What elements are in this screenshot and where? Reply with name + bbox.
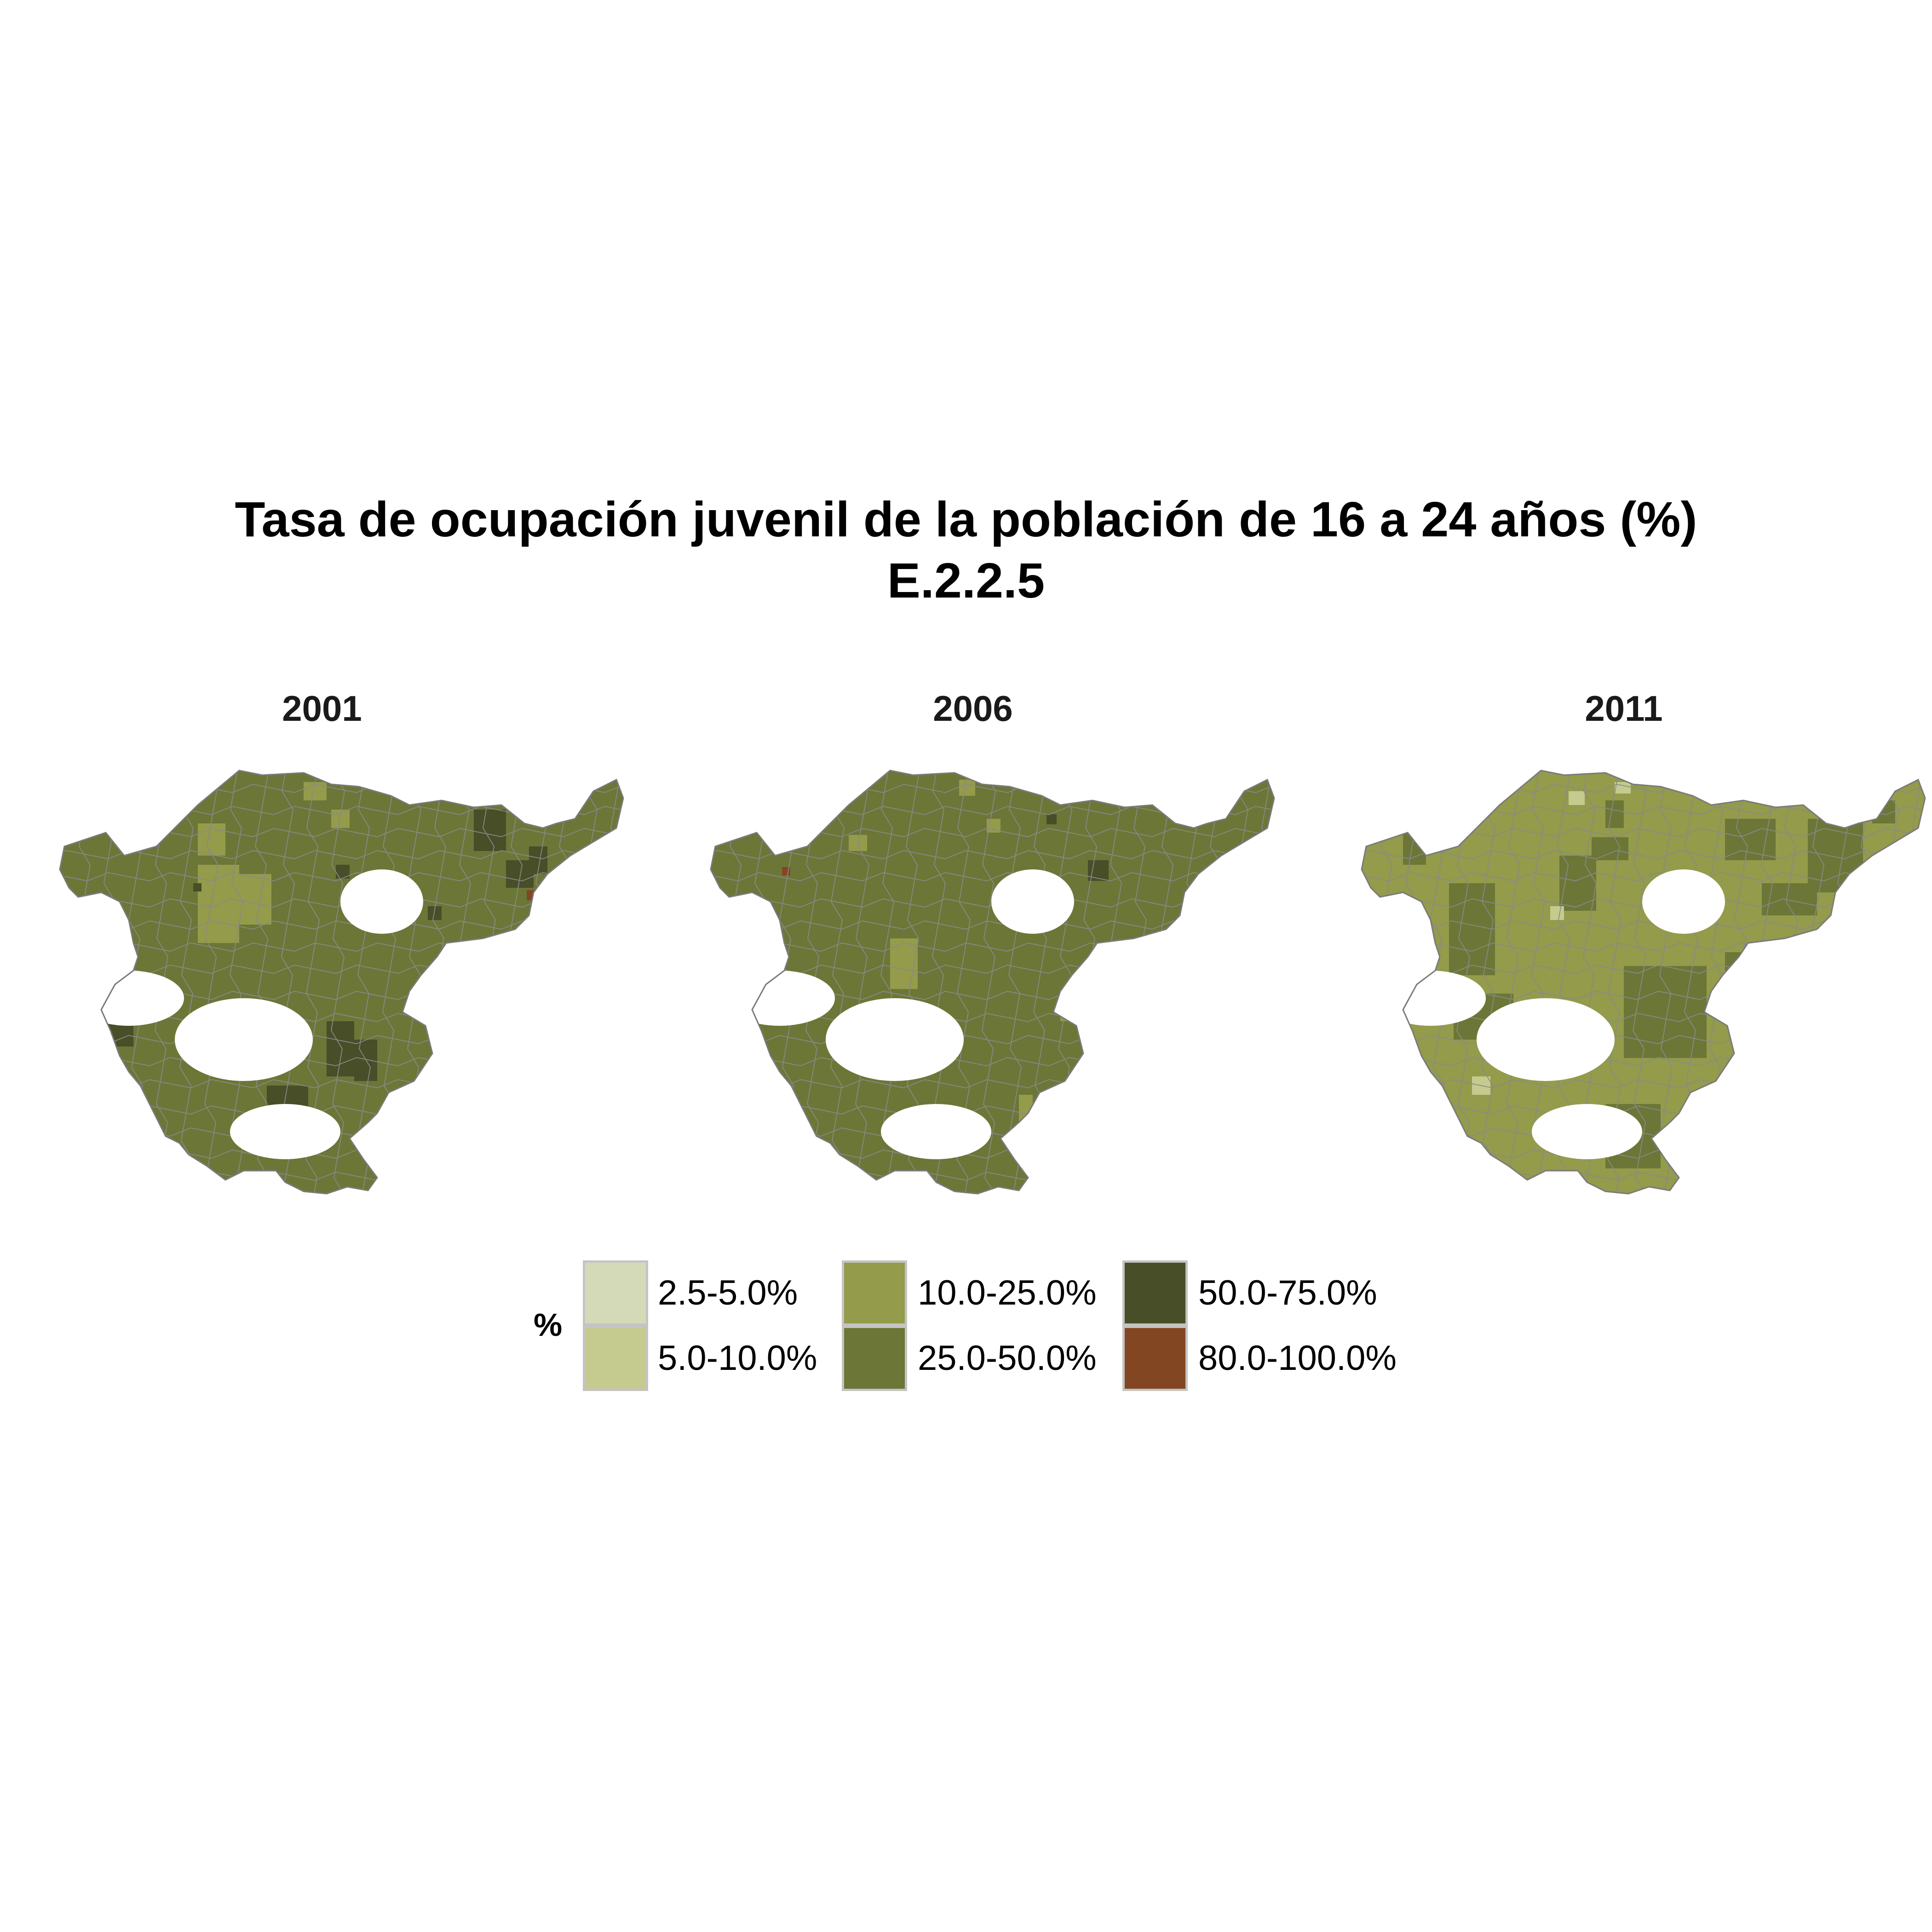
panel-title-2006: 2006 xyxy=(933,688,1013,729)
map-region-1 xyxy=(1449,883,1495,975)
map-region-5 xyxy=(1592,837,1628,860)
legend-key-10-0-25-0 xyxy=(842,1260,907,1326)
map-gap-2 xyxy=(724,971,835,1026)
map-region-9 xyxy=(1624,966,1707,1058)
map-region-5 xyxy=(1111,1044,1122,1072)
chart-title-line2: E.2.2.5 xyxy=(887,552,1045,608)
map-2011 xyxy=(1361,770,1926,1195)
legend-title: % xyxy=(534,1307,563,1343)
map-region-5 xyxy=(474,810,506,851)
map-gap-3 xyxy=(230,1104,340,1159)
legend-label-50-0-75-0: 50.0-75.0% xyxy=(1198,1273,1377,1312)
map-gap-1 xyxy=(826,998,964,1081)
map-region-8 xyxy=(1046,814,1057,824)
map-region-12 xyxy=(1697,1099,1720,1145)
map-region-0 xyxy=(849,835,867,851)
map-region-10 xyxy=(1725,952,1757,1007)
map-region-14 xyxy=(1569,791,1585,805)
map-gap-2 xyxy=(1375,971,1486,1026)
map-outline xyxy=(1361,770,1926,1195)
map-gap-3 xyxy=(1532,1104,1642,1159)
panel-title-2011: 2011 xyxy=(1585,688,1663,729)
map-gap-1 xyxy=(175,998,313,1081)
legend-label-25-0-50-0: 25.0-50.0% xyxy=(918,1339,1097,1378)
legend-key-2-5-5-0 xyxy=(583,1260,648,1326)
map-gap-1 xyxy=(1477,998,1615,1081)
legend-key-25-0-50-0 xyxy=(842,1326,907,1391)
legend-label-10-0-25-0: 10.0-25.0% xyxy=(918,1273,1097,1312)
map-gap-0 xyxy=(1642,869,1725,934)
map-region-15 xyxy=(1615,782,1631,794)
map-gap-0 xyxy=(991,869,1074,934)
legend-key-80-0-100-0 xyxy=(1122,1326,1188,1391)
legend-key-50-0-75-0 xyxy=(1122,1260,1188,1326)
map-gap-0 xyxy=(340,869,423,934)
map-region-1 xyxy=(304,782,327,800)
map-region-3 xyxy=(1605,800,1624,828)
panel-title-2001: 2001 xyxy=(282,688,362,729)
map-region-10 xyxy=(193,883,201,891)
legend-label-80-0-100-0: 80.0-100.0% xyxy=(1198,1339,1397,1378)
legend: % 2.5-5.0% 5.0-10.0% 10.0-25.0% 25.0-50.… xyxy=(534,1256,1431,1403)
map-region-12 xyxy=(327,1021,354,1076)
legend-label-5-0-10-0: 5.0-10.0% xyxy=(658,1339,817,1378)
map-region-3 xyxy=(890,938,918,989)
map-gap-3 xyxy=(881,1104,991,1159)
map-region-16 xyxy=(1550,906,1564,920)
map-region-1 xyxy=(959,780,975,796)
map-2001 xyxy=(59,770,624,1195)
map-gap-2 xyxy=(74,971,184,1026)
legend-key-5-0-10-0 xyxy=(583,1326,648,1391)
map-region-4 xyxy=(239,874,271,925)
map-region-base xyxy=(711,770,1274,1194)
map-2006 xyxy=(710,770,1275,1195)
chart-title-line1: Tasa de ocupación juvenil de la població… xyxy=(235,491,1697,547)
map-outline xyxy=(59,770,624,1195)
legend-label-2-5-5-0: 2.5-5.0% xyxy=(658,1273,798,1312)
map-outline xyxy=(710,770,1275,1195)
